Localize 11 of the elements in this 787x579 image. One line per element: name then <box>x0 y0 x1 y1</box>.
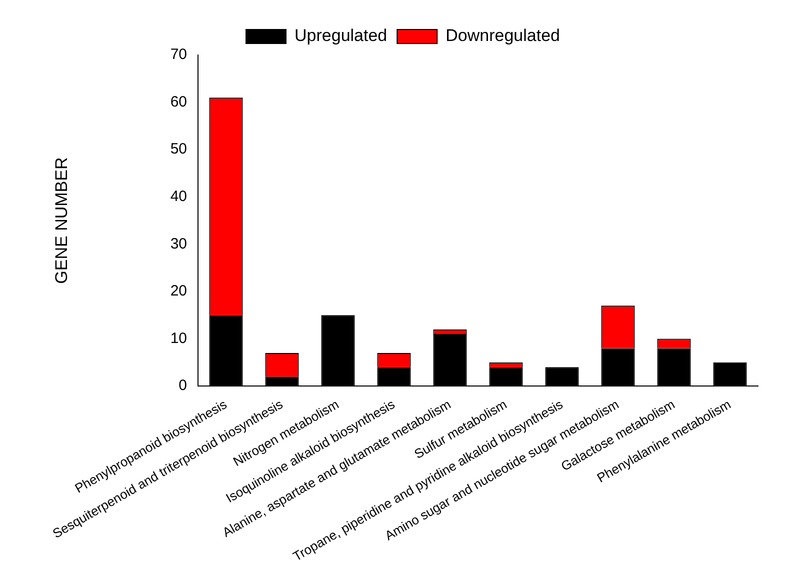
y-axis-title: GENE NUMBER <box>52 157 71 284</box>
y-tick-label: 0 <box>178 377 187 394</box>
y-tick-label: 50 <box>170 140 187 158</box>
y-tick-label: 70 <box>170 46 187 64</box>
y-tick-label: 30 <box>170 235 187 252</box>
legend-label: Downregulated <box>446 26 560 46</box>
y-tick-label: 10 <box>170 330 187 347</box>
y-tick-label: 60 <box>170 93 187 110</box>
legend-label: Upregulated <box>294 26 388 46</box>
y-tick-label: 40 <box>170 188 187 206</box>
y-tick-label: 20 <box>170 282 187 300</box>
